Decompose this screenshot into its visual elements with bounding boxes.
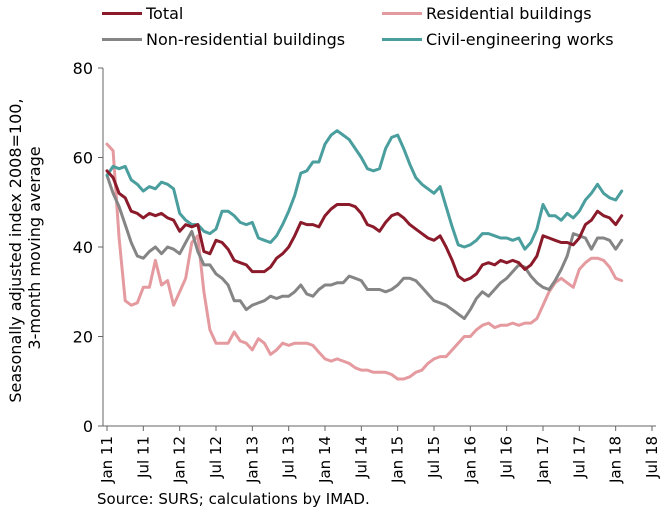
legend-label-civil-engineering: Civil-engineering works <box>426 29 614 49</box>
legend-item-residential: Residential buildings <box>382 3 592 23</box>
x-tick-label: Jan 14 <box>316 436 334 484</box>
series-line-non-residential-buildings <box>105 173 624 321</box>
legend-item-civil-engineering: Civil-engineering works <box>382 29 614 49</box>
series-line-residential-buildings <box>105 142 624 381</box>
legend-label-non-residential: Non-residential buildings <box>146 29 346 49</box>
x-tick-label: Jan 18 <box>607 436 625 484</box>
axes: 0 20 40 60 80 Jan 11 Jul 11 Jan 12 Jul 12 Jan 13 J… <box>73 59 661 484</box>
legend-swatch-residential <box>382 11 422 15</box>
series-layer <box>105 129 624 381</box>
series-line-total <box>105 169 624 283</box>
legend-item-total: Total <box>102 3 183 23</box>
legend-item-non-residential: Non-residential buildings <box>102 29 345 49</box>
x-tick-label: Jan 11 <box>98 436 116 484</box>
y-tick-label: 80 <box>73 59 93 78</box>
series-line-civil-engineering-works <box>105 129 624 251</box>
x-tick-label: Jul 14 <box>352 436 370 479</box>
legend-swatch-civil-engineering <box>382 37 422 41</box>
x-tick-label: Jul 12 <box>207 436 225 479</box>
x-tick-label: Jan 13 <box>243 436 261 484</box>
x-tick-label: Jan 17 <box>534 436 552 484</box>
y-tick-label: 60 <box>73 149 93 168</box>
source-note: Source: SURS; calculations by IMAD. <box>97 490 370 508</box>
y-axis-label-line-2: 3-month moving average <box>25 146 44 349</box>
legend-label-residential: Residential buildings <box>426 3 592 23</box>
x-tick-label: Jan 16 <box>461 436 479 484</box>
x-tick-label: Jul 13 <box>280 436 298 479</box>
x-tick-label: Jan 15 <box>389 436 407 484</box>
legend-swatch-non-residential <box>102 37 142 41</box>
y-tick-label: 40 <box>73 238 93 257</box>
y-axis-label-line-1: Seasonally adjusted index 2008=100, <box>6 98 25 402</box>
y-tick-label: 20 <box>73 328 93 347</box>
x-tick-label: Jul 15 <box>425 436 443 479</box>
y-axis-label: Seasonally adjusted index 2008=100, 3-mo… <box>6 93 44 402</box>
x-tick-label: Jul 11 <box>134 436 152 479</box>
line-chart: 0 20 40 60 80 Jan 11 Jul 11 Jan 12 Jul 12 Jan 13 J… <box>6 59 661 484</box>
x-tick-label: Jul 18 <box>643 436 661 479</box>
legend-swatch-total <box>102 11 142 15</box>
x-tick-label: Jul 16 <box>498 436 516 479</box>
x-tick-label: Jul 17 <box>570 436 588 479</box>
x-tick-label: Jan 12 <box>171 436 189 484</box>
y-tick-label: 0 <box>83 417 93 436</box>
legend-label-total: Total <box>146 3 184 23</box>
